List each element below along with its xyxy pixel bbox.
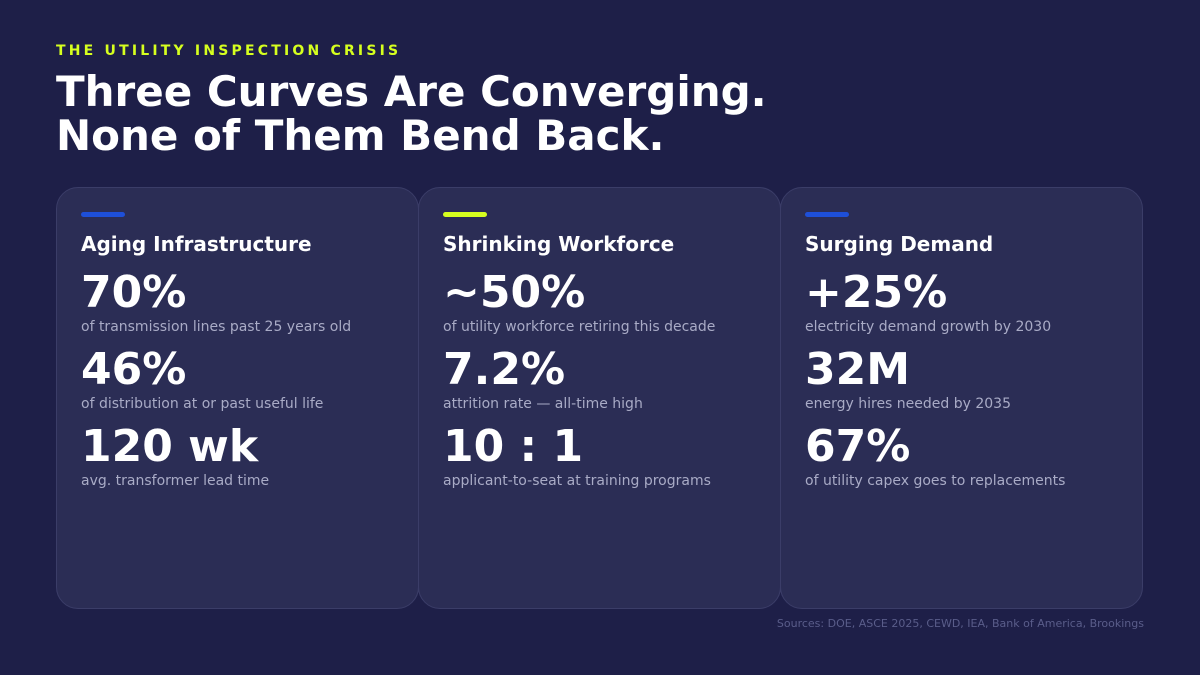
- stat-description: of transmission lines past 25 years old: [81, 319, 352, 335]
- card-title: Aging Infrastructure: [81, 232, 312, 256]
- stat-block: ~50% of utility workforce retiring this …: [443, 267, 756, 336]
- stat-description: electricity demand growth by 2030: [805, 319, 1052, 335]
- stat-description: applicant-to-seat at training programs: [443, 473, 711, 489]
- stat-block: 70% of transmission lines past 25 years …: [81, 267, 394, 336]
- stat-block: 67% of utility capex goes to replacement…: [805, 421, 1118, 490]
- card-shrinking-workforce: Shrinking Workforce ~50% of utility work…: [418, 187, 781, 609]
- card-accent-bar: [805, 212, 849, 217]
- stat-description: avg. transformer lead time: [81, 473, 270, 489]
- stat-block: 10 : 1 applicant-to-seat at training pro…: [443, 421, 756, 490]
- stat-value: 32M: [805, 344, 911, 395]
- stat-description: of utility workforce retiring this decad…: [443, 319, 716, 335]
- stat-value: 70%: [81, 267, 187, 318]
- stat-block: +25% electricity demand growth by 2030: [805, 267, 1118, 336]
- stat-block: 46% of distribution at or past useful li…: [81, 344, 394, 413]
- sources-footnote: Sources: DOE, ASCE 2025, CEWD, IEA, Bank…: [776, 617, 1144, 630]
- stat-value: 7.2%: [443, 344, 566, 395]
- page-title: Three Curves Are Converging. None of The…: [56, 70, 767, 158]
- card-title: Surging Demand: [805, 232, 994, 256]
- stat-description: energy hires needed by 2035: [805, 396, 1011, 412]
- title-line-2: None of Them Bend Back.: [56, 111, 665, 160]
- title-line-1: Three Curves Are Converging.: [56, 67, 767, 116]
- stat-value: +25%: [805, 267, 948, 318]
- stat-block: 7.2% attrition rate — all-time high: [443, 344, 756, 413]
- stat-value: 46%: [81, 344, 187, 395]
- card-title: Shrinking Workforce: [443, 232, 675, 256]
- stat-value: 67%: [805, 421, 911, 472]
- stat-description: attrition rate — all-time high: [443, 396, 643, 412]
- card-aging-infrastructure: Aging Infrastructure 70% of transmission…: [56, 187, 419, 609]
- cards-row: Aging Infrastructure 70% of transmission…: [56, 187, 1144, 609]
- card-surging-demand: Surging Demand +25% electricity demand g…: [780, 187, 1143, 609]
- eyebrow-label: THE UTILITY INSPECTION CRISIS: [56, 43, 402, 59]
- stat-block: 32M energy hires needed by 2035: [805, 344, 1118, 413]
- stat-value: 120 wk: [81, 421, 259, 472]
- card-accent-bar: [81, 212, 125, 217]
- stat-value: 10 : 1: [443, 421, 584, 472]
- card-accent-bar: [443, 212, 487, 217]
- stat-block: 120 wk avg. transformer lead time: [81, 421, 394, 490]
- stat-value: ~50%: [443, 267, 586, 318]
- stat-description: of distribution at or past useful life: [81, 396, 324, 412]
- stat-description: of utility capex goes to replacements: [805, 473, 1066, 489]
